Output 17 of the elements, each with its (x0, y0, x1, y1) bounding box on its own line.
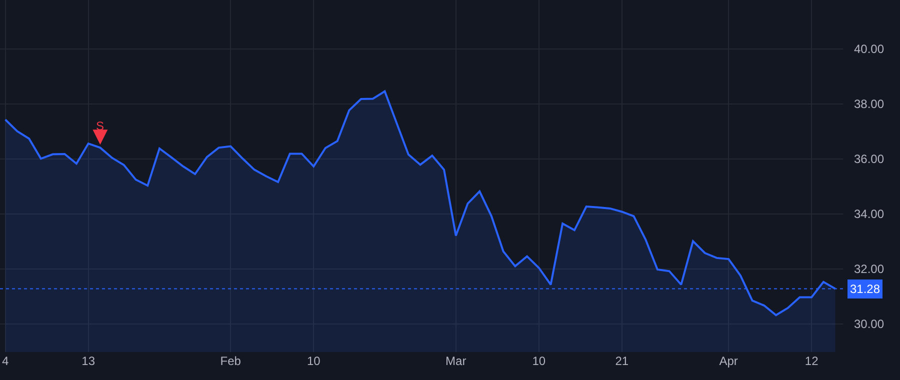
x-tick-label: Apr (719, 354, 738, 368)
x-tick-label: 13 (82, 354, 96, 368)
y-tick-label: 38.00 (854, 97, 884, 112)
x-tick-label: 10 (306, 354, 321, 368)
ref-line-label: 31.28 (850, 282, 880, 296)
y-tick-label: 40.00 (854, 42, 884, 56)
y-tick-label: 36.00 (854, 152, 884, 166)
x-tick-label: 10 (532, 354, 546, 368)
x-tick-label: Mar (446, 354, 466, 368)
x-tick-label: 4 (2, 354, 9, 368)
annotation: S (96, 119, 104, 133)
y-tick-label: 34.00 (854, 207, 884, 222)
y-tick-label: 30.00 (854, 317, 884, 332)
x-tick-label: 12 (804, 354, 819, 368)
x-tick-label: Feb (220, 354, 242, 368)
x-tick-label: 21 (615, 354, 629, 368)
y-tick-label: 32.00 (854, 262, 884, 276)
